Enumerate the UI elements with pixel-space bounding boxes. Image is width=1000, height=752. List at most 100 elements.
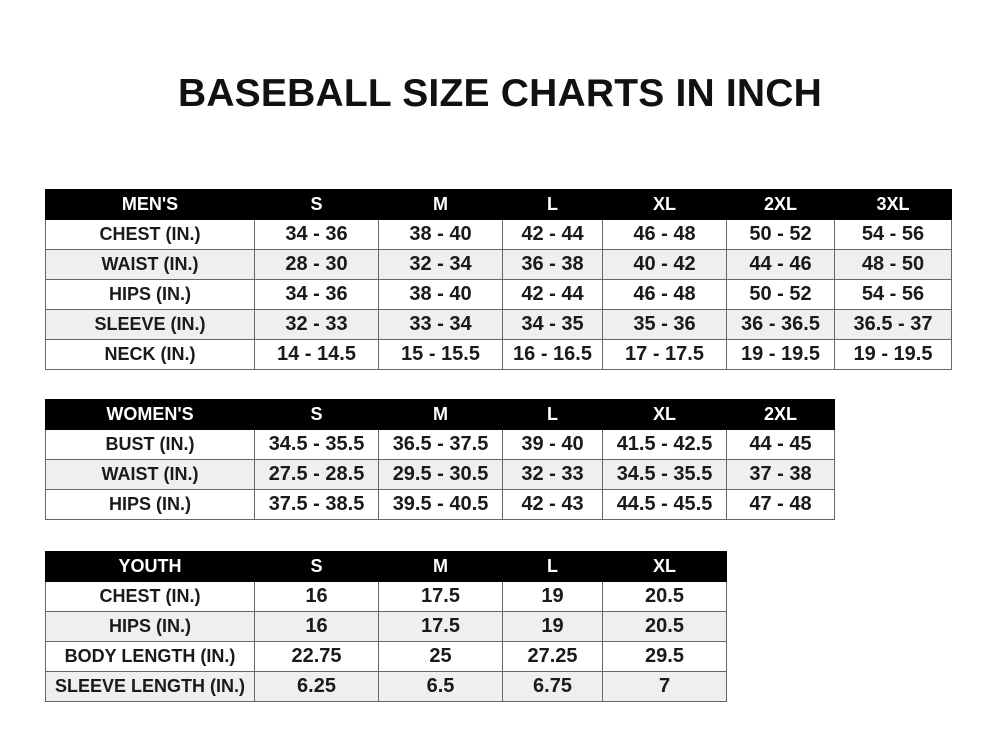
size-cell: 54 - 56: [834, 219, 952, 250]
table-row: WAIST (IN.) 27.5 - 28.5 29.5 - 30.5 32 - 33…: [45, 459, 835, 490]
size-cell: 25: [378, 641, 503, 672]
row-label: CHEST (IN.): [45, 219, 255, 250]
column-header: XL: [602, 189, 727, 220]
size-cell: 16: [254, 611, 379, 642]
row-label: WAIST (IN.): [45, 459, 255, 490]
size-cell: 6.75: [502, 671, 603, 702]
table-row: HIPS (IN.) 16 17.5 19 20.5: [45, 611, 727, 642]
column-header: WOMEN'S: [45, 399, 255, 430]
size-cell: 34.5 - 35.5: [254, 429, 379, 460]
column-header: L: [502, 551, 603, 582]
column-header: MEN'S: [45, 189, 255, 220]
size-cell: 27.25: [502, 641, 603, 672]
size-cell: 36.5 - 37.5: [378, 429, 503, 460]
size-cell: 36 - 38: [502, 249, 603, 280]
youth-size-table: YOUTH S M L XL CHEST (IN.) 16 17.5 19 20.5 HIPS (I…: [45, 551, 727, 702]
size-cell: 44.5 - 45.5: [602, 489, 727, 520]
size-cell: 16 - 16.5: [502, 339, 603, 370]
size-cell: 46 - 48: [602, 279, 727, 310]
size-cell: 20.5: [602, 611, 727, 642]
size-cell: 16: [254, 581, 379, 612]
size-cell: 27.5 - 28.5: [254, 459, 379, 490]
size-cell: 38 - 40: [378, 219, 503, 250]
size-cell: 32 - 34: [378, 249, 503, 280]
column-header: L: [502, 399, 603, 430]
size-cell: 50 - 52: [726, 279, 835, 310]
size-cell: 22.75: [254, 641, 379, 672]
size-cell: 29.5 - 30.5: [378, 459, 503, 490]
row-label: BUST (IN.): [45, 429, 255, 460]
size-cell: 19: [502, 581, 603, 612]
size-cell: 34 - 35: [502, 309, 603, 340]
size-cell: 20.5: [602, 581, 727, 612]
row-label: SLEEVE LENGTH (IN.): [45, 671, 255, 702]
size-cell: 15 - 15.5: [378, 339, 503, 370]
column-header: XL: [602, 551, 727, 582]
row-label: WAIST (IN.): [45, 249, 255, 280]
column-header: S: [254, 189, 379, 220]
page-title: BASEBALL SIZE CHARTS IN INCH: [177, 72, 823, 115]
size-cell: 48 - 50: [834, 249, 952, 280]
table-row: HIPS (IN.) 37.5 - 38.5 39.5 - 40.5 42 - 43 4…: [45, 489, 835, 520]
row-label: HIPS (IN.): [45, 611, 255, 642]
size-cell: 41.5 - 42.5: [602, 429, 727, 460]
size-cell: 28 - 30: [254, 249, 379, 280]
size-cell: 19 - 19.5: [726, 339, 835, 370]
column-header: 2XL: [726, 399, 835, 430]
size-cell: 42 - 44: [502, 279, 603, 310]
column-header: XL: [602, 399, 727, 430]
column-header: M: [378, 551, 503, 582]
row-label: NECK (IN.): [45, 339, 255, 370]
size-cell: 17.5: [378, 581, 503, 612]
size-cell: 35 - 36: [602, 309, 727, 340]
size-cell: 47 - 48: [726, 489, 835, 520]
table-row: BUST (IN.) 34.5 - 35.5 36.5 - 37.5 39 - 40 4…: [45, 429, 835, 460]
column-header: M: [378, 399, 503, 430]
size-cell: 46 - 48: [602, 219, 727, 250]
size-cell: 29.5: [602, 641, 727, 672]
size-cell: 7: [602, 671, 727, 702]
row-label: BODY LENGTH (IN.): [45, 641, 255, 672]
table-row: HIPS (IN.) 34 - 36 38 - 40 42 - 44 46 - 48 50…: [45, 279, 952, 310]
size-cell: 34 - 36: [254, 219, 379, 250]
table-header-row: WOMEN'S S M L XL 2XL: [45, 399, 835, 430]
size-cell: 36.5 - 37: [834, 309, 952, 340]
size-cell: 17.5: [378, 611, 503, 642]
row-label: HIPS (IN.): [45, 279, 255, 310]
size-cell: 37 - 38: [726, 459, 835, 490]
size-cell: 38 - 40: [378, 279, 503, 310]
size-cell: 54 - 56: [834, 279, 952, 310]
column-header: YOUTH: [45, 551, 255, 582]
column-header: 2XL: [726, 189, 835, 220]
womens-size-table: WOMEN'S S M L XL 2XL BUST (IN.) 34.5 - 35.5 36.5…: [45, 399, 835, 520]
table-row: WAIST (IN.) 28 - 30 32 - 34 36 - 38 40 - 42 4…: [45, 249, 952, 280]
size-cell: 44 - 46: [726, 249, 835, 280]
table-row: SLEEVE (IN.) 32 - 33 33 - 34 34 - 35 35 - 36…: [45, 309, 952, 340]
size-cell: 37.5 - 38.5: [254, 489, 379, 520]
column-header: 3XL: [834, 189, 952, 220]
size-cell: 19: [502, 611, 603, 642]
size-cell: 34 - 36: [254, 279, 379, 310]
size-cell: 32 - 33: [254, 309, 379, 340]
size-cell: 32 - 33: [502, 459, 603, 490]
size-cell: 17 - 17.5: [602, 339, 727, 370]
size-cell: 42 - 44: [502, 219, 603, 250]
size-cell: 40 - 42: [602, 249, 727, 280]
table-row: CHEST (IN.) 34 - 36 38 - 40 42 - 44 46 - 48 5…: [45, 219, 952, 250]
size-cell: 39.5 - 40.5: [378, 489, 503, 520]
size-cell: 6.5: [378, 671, 503, 702]
size-cell: 6.25: [254, 671, 379, 702]
mens-size-table: MEN'S S M L XL 2XL 3XL CHEST (IN.) 34 - 36 38 - 4…: [45, 189, 952, 370]
table-header-row: YOUTH S M L XL: [45, 551, 727, 582]
column-header: S: [254, 551, 379, 582]
row-label: CHEST (IN.): [45, 581, 255, 612]
table-row: CHEST (IN.) 16 17.5 19 20.5: [45, 581, 727, 612]
table-row: SLEEVE LENGTH (IN.) 6.25 6.5 6.75 7: [45, 671, 727, 702]
size-cell: 50 - 52: [726, 219, 835, 250]
row-label: SLEEVE (IN.): [45, 309, 255, 340]
size-cell: 34.5 - 35.5: [602, 459, 727, 490]
size-cell: 39 - 40: [502, 429, 603, 460]
table-header-row: MEN'S S M L XL 2XL 3XL: [45, 189, 952, 220]
size-cell: 19 - 19.5: [834, 339, 952, 370]
column-header: S: [254, 399, 379, 430]
